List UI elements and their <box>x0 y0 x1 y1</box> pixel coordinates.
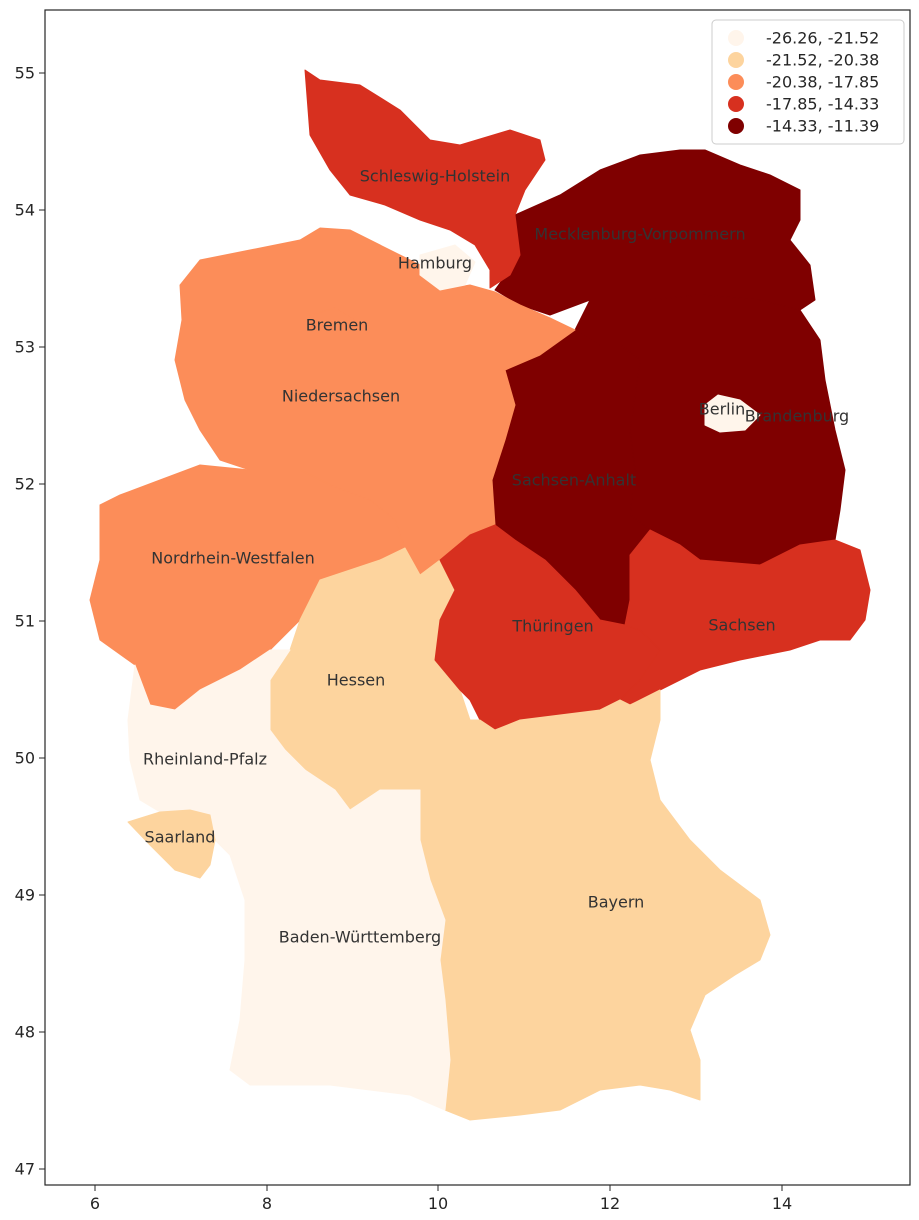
region-label-schleswig-holstein: Schleswig-Holstein <box>360 167 510 186</box>
region-label-sachsen-anhalt: Sachsen-Anhalt <box>512 471 636 490</box>
x-tick-label: 14 <box>772 1194 792 1213</box>
region-berlin <box>704 394 761 433</box>
region-label-bayern: Bayern <box>588 893 645 912</box>
region-sachsen <box>619 529 871 706</box>
legend-box <box>711 19 905 145</box>
region-label-sachsen: Sachsen <box>708 616 775 635</box>
region-label-mecklenburg-vorpommern: Mecklenburg-Vorpommern <box>534 225 745 244</box>
region-label-niedersachsen: Niedersachsen <box>282 387 400 406</box>
region-label-hamburg: Hamburg <box>398 254 472 273</box>
legend-marker <box>728 96 744 112</box>
legend-label: -26.26, -21.52 <box>766 29 879 48</box>
x-axis: 6 8 10 12 14 <box>90 1185 792 1213</box>
legend-label: -20.38, -17.85 <box>766 73 879 92</box>
plot-frame <box>44 9 911 1186</box>
y-tick-label: 50 <box>15 749 35 768</box>
legend-marker <box>728 30 744 46</box>
region-labels: Schleswig-Holstein Hamburg Mecklenburg-Vor… <box>143 167 849 947</box>
legend: -26.26, -21.52 -21.52, -20.38 -20.38, -17.… <box>711 19 905 145</box>
region-baden-wurttemberg <box>229 769 451 1111</box>
legend-label: -14.33, -11.39 <box>766 117 879 136</box>
y-axis: 47 48 49 50 51 52 53 54 55 <box>15 64 45 1179</box>
region-label-saarland: Saarland <box>145 828 216 847</box>
y-tick-label: 49 <box>15 886 35 905</box>
legend-label: -21.52, -20.38 <box>766 51 879 70</box>
region-shapes <box>89 69 871 1121</box>
region-hamburg <box>419 244 476 291</box>
y-tick-label: 48 <box>15 1023 35 1042</box>
y-tick-label: 51 <box>15 612 35 631</box>
region-label-hessen: Hessen <box>327 671 386 690</box>
region-label-baden-wurttemberg: Baden-Württemberg <box>279 928 441 947</box>
x-tick-label: 6 <box>90 1194 100 1213</box>
x-tick-label: 10 <box>428 1194 448 1213</box>
region-label-brandenburg: Brandenburg <box>745 407 849 426</box>
region-saarland <box>127 809 216 879</box>
y-tick-label: 47 <box>15 1160 35 1179</box>
y-tick-label: 52 <box>15 475 35 494</box>
legend-marker <box>728 52 744 68</box>
y-tick-label: 54 <box>15 201 35 220</box>
y-tick-label: 53 <box>15 338 35 357</box>
x-tick-label: 8 <box>262 1194 272 1213</box>
region-label-bremen: Bremen <box>306 316 369 335</box>
region-label-thuringen: Thüringen <box>511 617 593 636</box>
region-schleswig-holstein <box>304 69 546 289</box>
region-bremen <box>309 307 356 336</box>
region-label-nordrhein-westfalen: Nordrhein-Westfalen <box>151 549 314 568</box>
legend-label: -17.85, -14.33 <box>766 95 879 114</box>
x-tick-label: 12 <box>600 1194 620 1213</box>
region-label-berlin: Berlin <box>699 400 745 419</box>
region-label-rheinland-pfalz: Rheinland-Pfalz <box>143 750 267 769</box>
legend-marker <box>728 118 744 134</box>
region-niedersachsen <box>174 227 576 576</box>
y-tick-label: 55 <box>15 64 35 83</box>
legend-marker <box>728 74 744 90</box>
